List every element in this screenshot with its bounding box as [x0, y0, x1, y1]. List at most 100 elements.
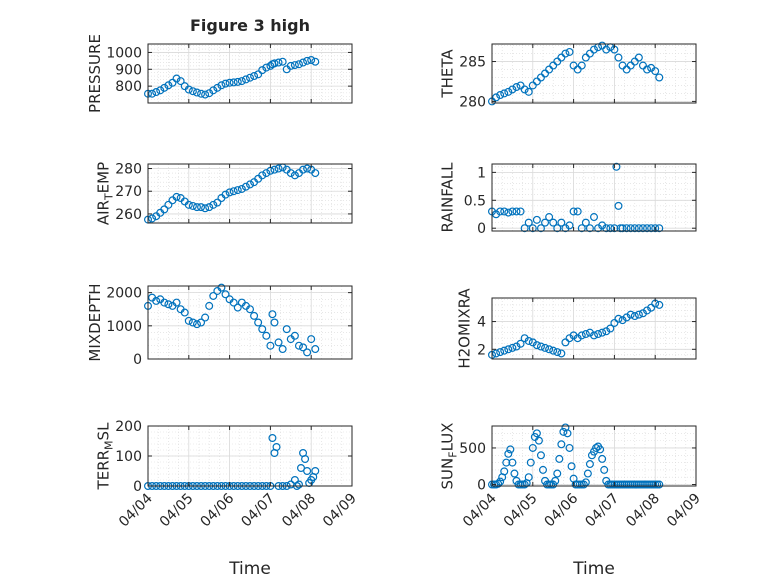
data-point — [528, 443, 537, 452]
data-point — [643, 224, 652, 233]
data-point — [197, 203, 206, 212]
plot-area — [148, 44, 352, 103]
data-point — [545, 213, 554, 222]
data-point — [553, 57, 562, 66]
data-point — [583, 469, 592, 478]
data-point — [614, 314, 623, 323]
data-point — [225, 188, 234, 197]
data-point — [559, 427, 568, 436]
data-point — [614, 201, 623, 210]
data-point — [606, 324, 615, 333]
data-point — [579, 480, 588, 489]
data-point — [581, 218, 590, 227]
data-point — [532, 341, 541, 350]
data-point — [602, 224, 611, 233]
data-point — [274, 338, 283, 347]
data-point — [563, 429, 572, 438]
y-tick-label: 0 — [133, 352, 142, 368]
data-point — [209, 86, 218, 95]
data-point — [297, 464, 306, 473]
data-point — [164, 200, 173, 209]
data-point — [589, 213, 598, 222]
axes-box — [491, 425, 697, 487]
data-point — [577, 331, 586, 340]
data-point — [286, 61, 295, 70]
data-point — [573, 207, 582, 216]
data-point — [573, 65, 582, 74]
y-axis-label-1: AIRTEMP — [95, 162, 116, 225]
data-point — [303, 467, 312, 476]
data-point — [262, 63, 271, 72]
data-point — [557, 440, 566, 449]
data-point — [254, 318, 263, 327]
data-point — [217, 283, 226, 292]
axes-box — [491, 163, 697, 232]
y-axis-label-6: H2OMIXRA — [456, 288, 474, 369]
data-point — [160, 298, 169, 307]
data-point — [602, 45, 611, 54]
data-point — [541, 218, 550, 227]
data-point — [536, 224, 545, 233]
data-point — [622, 65, 631, 74]
data-point — [565, 47, 574, 56]
data-point — [496, 477, 505, 486]
data-point — [303, 56, 312, 65]
data-point — [164, 300, 173, 309]
figure-title: Figure 3 high — [190, 16, 310, 35]
data-point — [585, 49, 594, 58]
data-point — [555, 454, 564, 463]
data-point — [553, 348, 562, 357]
data-point — [241, 75, 250, 84]
data-point — [152, 88, 161, 97]
data-point — [508, 458, 517, 467]
data-point — [258, 171, 267, 180]
data-point — [164, 81, 173, 90]
data-point — [303, 164, 312, 173]
data-point — [618, 224, 627, 233]
data-point — [626, 224, 635, 233]
data-point — [294, 60, 303, 69]
data-point — [299, 58, 308, 67]
data-point — [172, 74, 181, 83]
data-point — [634, 53, 643, 62]
data-point — [201, 90, 210, 99]
data-point — [536, 73, 545, 82]
data-point — [655, 300, 664, 309]
data-point — [630, 312, 639, 321]
data-point — [534, 436, 543, 445]
data-point — [500, 207, 509, 216]
y-tick-label: 4 — [477, 315, 486, 331]
data-point — [606, 224, 615, 233]
data-point — [647, 224, 656, 233]
data-point — [301, 455, 310, 464]
data-point — [246, 180, 255, 189]
y-tick-label: 500 — [459, 441, 486, 457]
y-tick-label: 280 — [459, 94, 486, 110]
data-point — [184, 85, 193, 94]
data-point — [581, 53, 590, 62]
x-axis-label-left: Time — [228, 559, 271, 579]
data-point — [270, 318, 279, 327]
data-point — [577, 61, 586, 70]
data-point — [188, 318, 197, 327]
data-point — [504, 449, 513, 458]
data-point — [508, 85, 517, 94]
x-axis-label-right: Time — [572, 559, 615, 579]
y-tick-label: 200 — [115, 419, 142, 435]
y-tick-label: 0 — [477, 478, 486, 494]
data-point — [622, 224, 631, 233]
data-point — [492, 349, 501, 358]
data-point — [148, 89, 157, 98]
data-point — [626, 310, 635, 319]
data-point — [250, 72, 259, 81]
data-point — [290, 331, 299, 340]
data-point — [237, 184, 246, 193]
y-tick-label: 2000 — [106, 286, 142, 302]
data-point — [634, 224, 643, 233]
y-tick-label: 2 — [477, 342, 486, 358]
data-point — [592, 443, 601, 452]
data-point — [307, 335, 316, 344]
